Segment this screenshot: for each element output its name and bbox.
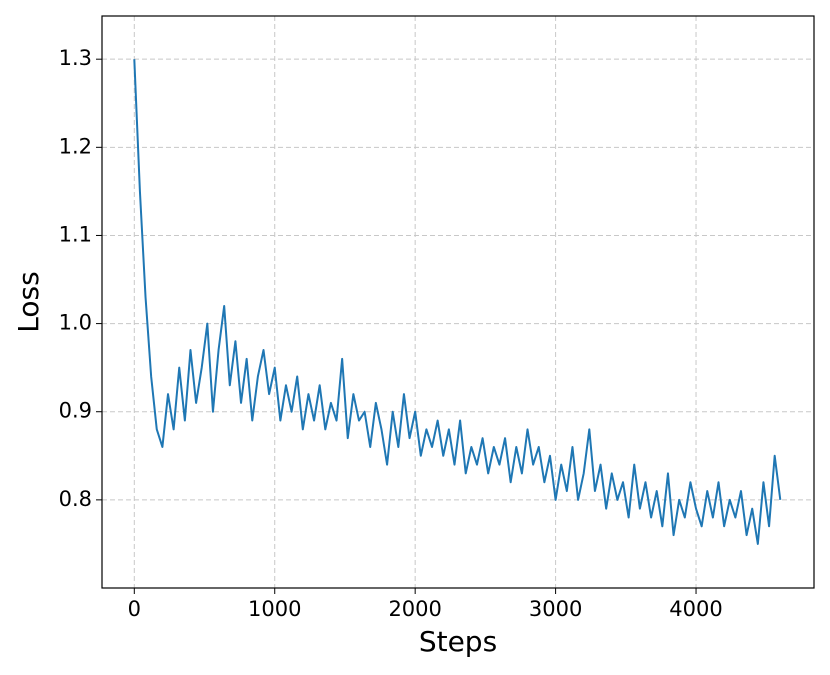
y-axis-label: Loss — [12, 271, 45, 332]
x-tick-label: 0 — [128, 597, 141, 621]
plot-frame — [101, 15, 815, 589]
y-tick-label: 1.1 — [59, 222, 92, 246]
x-axis-label: Steps — [419, 625, 497, 658]
x-tick-label: 4000 — [669, 597, 722, 621]
y-tick-label: 0.8 — [59, 487, 92, 511]
y-tick-label: 1.0 — [59, 311, 92, 335]
y-tick-label: 1.3 — [59, 46, 92, 70]
y-tick-label: 1.2 — [59, 134, 92, 158]
loss-line — [133, 59, 782, 545]
x-tick-label: 3000 — [529, 597, 582, 621]
y-tick-label: 0.9 — [59, 399, 92, 423]
x-tick-label: 1000 — [248, 597, 301, 621]
x-tick-label: 2000 — [388, 597, 441, 621]
